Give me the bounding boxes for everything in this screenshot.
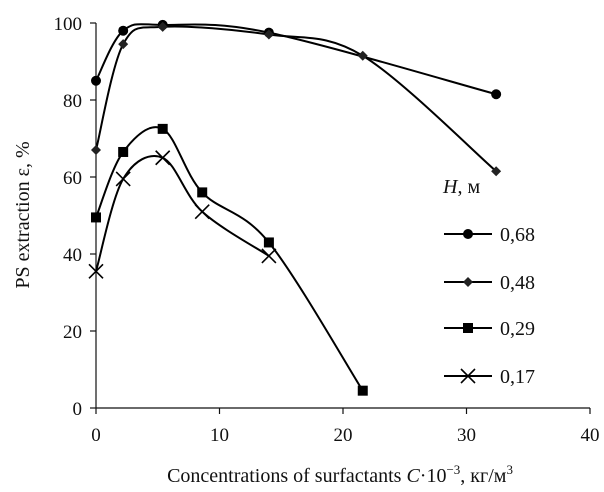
series-line-square — [95, 126, 364, 392]
data-point-square — [263, 237, 274, 248]
y-tick-label: 40 — [63, 245, 82, 266]
y-tick-label: 80 — [63, 91, 82, 112]
data-point-diamond — [118, 39, 129, 50]
x-axis-title-unit-exp: 3 — [506, 462, 513, 477]
data-point-x — [115, 171, 131, 187]
data-point-x — [155, 150, 171, 166]
data-point-circle — [91, 75, 101, 86]
x-tick-label: 20 — [334, 425, 353, 446]
series-line-diamond — [95, 25, 497, 172]
x-tick-label: 10 — [210, 425, 229, 446]
data-point-square — [197, 187, 208, 198]
x-axis-title-post: , кг/м — [460, 465, 506, 487]
data-point-diamond — [491, 166, 502, 177]
data-point-diamond — [91, 145, 101, 156]
y-axis-title: PS extraction ε, % — [12, 141, 34, 288]
data-point-square — [118, 146, 129, 157]
y-tick-label: 0 — [73, 399, 83, 420]
legend-title-unit: , м — [457, 176, 480, 198]
data-point-square — [357, 385, 368, 396]
x-axis-title-exp: −3 — [446, 462, 460, 477]
legend-marker-circle — [463, 229, 473, 239]
data-point-circle — [118, 25, 129, 36]
data-point-diamond — [263, 29, 274, 40]
data-point-x — [88, 263, 104, 279]
y-ticks: 0 20 40 60 80 100 — [54, 14, 96, 420]
series-line-circle — [95, 23, 497, 96]
legend-title-var: H — [442, 176, 459, 198]
axes — [95, 23, 590, 409]
x-axis-title-mid: ·10 — [420, 465, 447, 487]
series-lines — [95, 23, 497, 392]
x-tick-label: 0 — [91, 425, 101, 446]
data-point-x — [261, 248, 277, 264]
x-tick-label: 30 — [457, 425, 476, 446]
data-point-square — [91, 212, 101, 223]
legend-marker-x — [460, 368, 476, 384]
legend-title: H, м — [442, 176, 480, 198]
data-point-diamond — [157, 21, 168, 32]
x-axis-title-var: C — [406, 465, 420, 487]
data-point-x — [194, 204, 210, 220]
legend-label: 0,68 — [500, 224, 535, 246]
legend: 0,68 0,48 0,29 0,17 — [444, 224, 535, 388]
x-ticks: 0 10 20 30 40 — [91, 408, 600, 446]
x-tick-label: 40 — [581, 425, 600, 446]
data-point-square — [157, 123, 168, 134]
legend-marker-diamond — [463, 277, 473, 287]
data-point-diamond — [357, 50, 368, 61]
series-line-x — [95, 155, 270, 272]
series-markers — [88, 19, 502, 396]
legend-label: 0,29 — [500, 318, 535, 340]
y-tick-label: 20 — [63, 322, 82, 343]
x-axis-title: Concentrations of surfactants C·10−3, кг… — [167, 462, 513, 487]
legend-label: 0,17 — [500, 366, 535, 388]
x-axis-title-pre: Concentrations of surfactants — [167, 465, 406, 487]
data-point-circle — [491, 89, 502, 100]
legend-label: 0,48 — [500, 272, 535, 294]
y-tick-label: 60 — [63, 168, 82, 189]
legend-marker-square — [463, 323, 473, 333]
y-tick-label: 100 — [54, 14, 83, 35]
